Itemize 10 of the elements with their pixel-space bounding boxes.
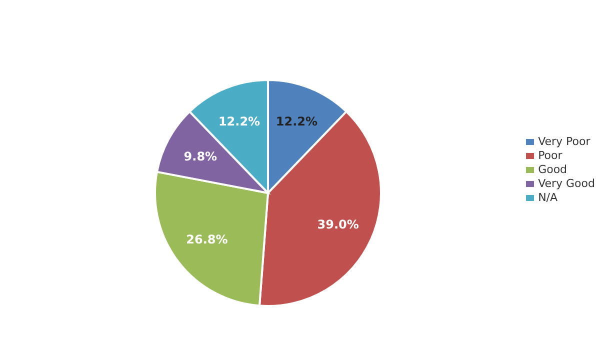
data-label: 9.8%	[184, 149, 218, 164]
legend-label: Poor	[538, 149, 562, 162]
legend-label: Very Good	[538, 177, 595, 190]
data-label: 12.2%	[276, 114, 318, 129]
legend-label: Very Poor	[538, 135, 590, 148]
data-label: 39.0%	[317, 217, 359, 232]
legend-label: N/A	[538, 191, 558, 204]
legend-label: Good	[538, 163, 568, 176]
data-label: 26.8%	[186, 232, 228, 247]
data-label: 12.2%	[218, 114, 260, 129]
